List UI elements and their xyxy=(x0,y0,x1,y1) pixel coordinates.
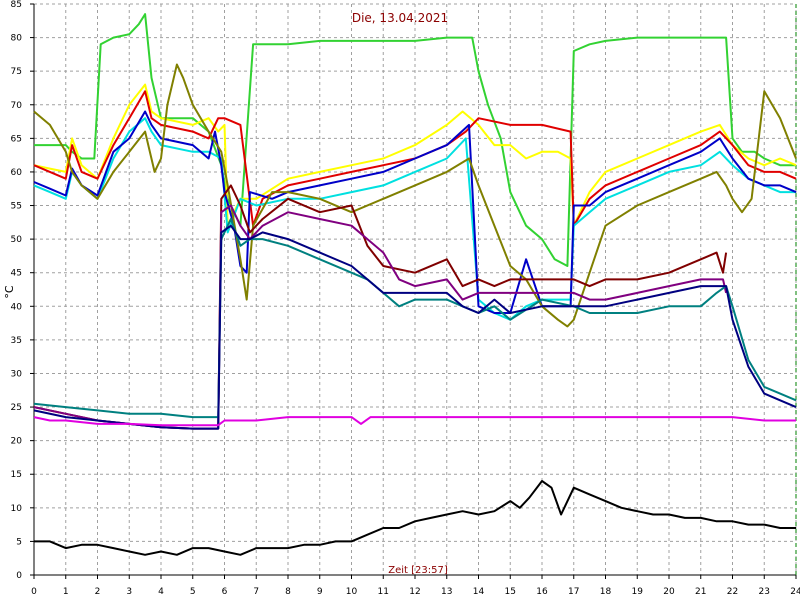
series-line-4 xyxy=(33,117,796,321)
y-tick-label: 20 xyxy=(11,437,23,447)
y-tick-labels: 0 5 10 15 20 25 30 35 40 45 50 55 60 65 70 75 80 85 xyxy=(11,0,23,581)
x-tick-label: 16 xyxy=(536,587,548,597)
y-tick-label: 30 xyxy=(11,369,23,379)
y-tick-label: 45 xyxy=(11,269,22,279)
series-line-11 xyxy=(33,416,796,427)
x-tick-label: 5 xyxy=(190,587,196,597)
x-tick-label: 4 xyxy=(158,587,164,597)
y-tick-label: 65 xyxy=(11,134,22,144)
x-tick-label: 24 xyxy=(790,587,800,597)
series-line-5 xyxy=(33,110,797,314)
x-tick-label: 11 xyxy=(378,587,389,597)
x-axis-label: Zeit [23:57] xyxy=(388,565,448,576)
x-tick-label: 6 xyxy=(222,587,228,597)
x-tick-label: 0 xyxy=(31,587,37,597)
x-tick-label: 8 xyxy=(285,587,291,597)
x-tick-label: 21 xyxy=(695,587,706,597)
y-tick-label: 70 xyxy=(11,101,23,111)
x-tick-label: 9 xyxy=(317,587,323,597)
grid-lines xyxy=(33,3,797,576)
y-tick-label: 10 xyxy=(11,504,23,514)
x-tick-label: 3 xyxy=(126,587,132,597)
chart-title: Die, 13.04.2021 xyxy=(352,11,448,25)
y-axis-label: °C xyxy=(3,285,16,299)
series-line-12 xyxy=(34,480,796,556)
y-tick-label: 40 xyxy=(11,302,23,312)
x-tick-label: 23 xyxy=(759,587,770,597)
x-tick-label: 7 xyxy=(253,587,259,597)
series-line-3 xyxy=(33,90,797,227)
x-tick-labels: 0 1 2 3 4 5 6 7 8 9 10 11 12 13 14 15 16 17 18 19 20 21 22 23 24 xyxy=(31,587,800,597)
x-tick-label: 13 xyxy=(441,587,452,597)
y-tick-label: 85 xyxy=(11,0,22,10)
series-line-6 xyxy=(33,63,797,328)
y-tick-label: 0 xyxy=(16,571,22,581)
series-line-1 xyxy=(34,13,796,267)
y-tick-label: 25 xyxy=(11,403,22,413)
x-tick-label: 17 xyxy=(568,587,579,597)
x-tick-label: 18 xyxy=(600,587,612,597)
x-tick-label: 12 xyxy=(409,587,420,597)
y-tick-label: 35 xyxy=(11,336,22,346)
y-tick-label: 80 xyxy=(11,34,23,44)
y-tick-label: 75 xyxy=(11,67,22,77)
y-tick-label: 50 xyxy=(11,235,23,245)
axes xyxy=(30,3,797,579)
y-tick-label: 55 xyxy=(11,202,22,212)
x-tick-label: 14 xyxy=(473,587,485,597)
x-tick-label: 15 xyxy=(505,587,516,597)
x-tick-label: 1 xyxy=(63,587,69,597)
y-tick-label: 15 xyxy=(11,470,22,480)
x-tick-label: 10 xyxy=(346,587,358,597)
y-tick-label: 5 xyxy=(16,537,22,547)
y-tick-label: 60 xyxy=(11,168,23,178)
series-line-10 xyxy=(33,224,797,430)
x-tick-label: 19 xyxy=(632,587,644,597)
x-tick-label: 2 xyxy=(95,587,101,597)
series-line-2 xyxy=(33,83,797,227)
x-tick-label: 22 xyxy=(727,587,738,597)
series-lines xyxy=(33,13,797,556)
x-tick-label: 20 xyxy=(663,587,675,597)
